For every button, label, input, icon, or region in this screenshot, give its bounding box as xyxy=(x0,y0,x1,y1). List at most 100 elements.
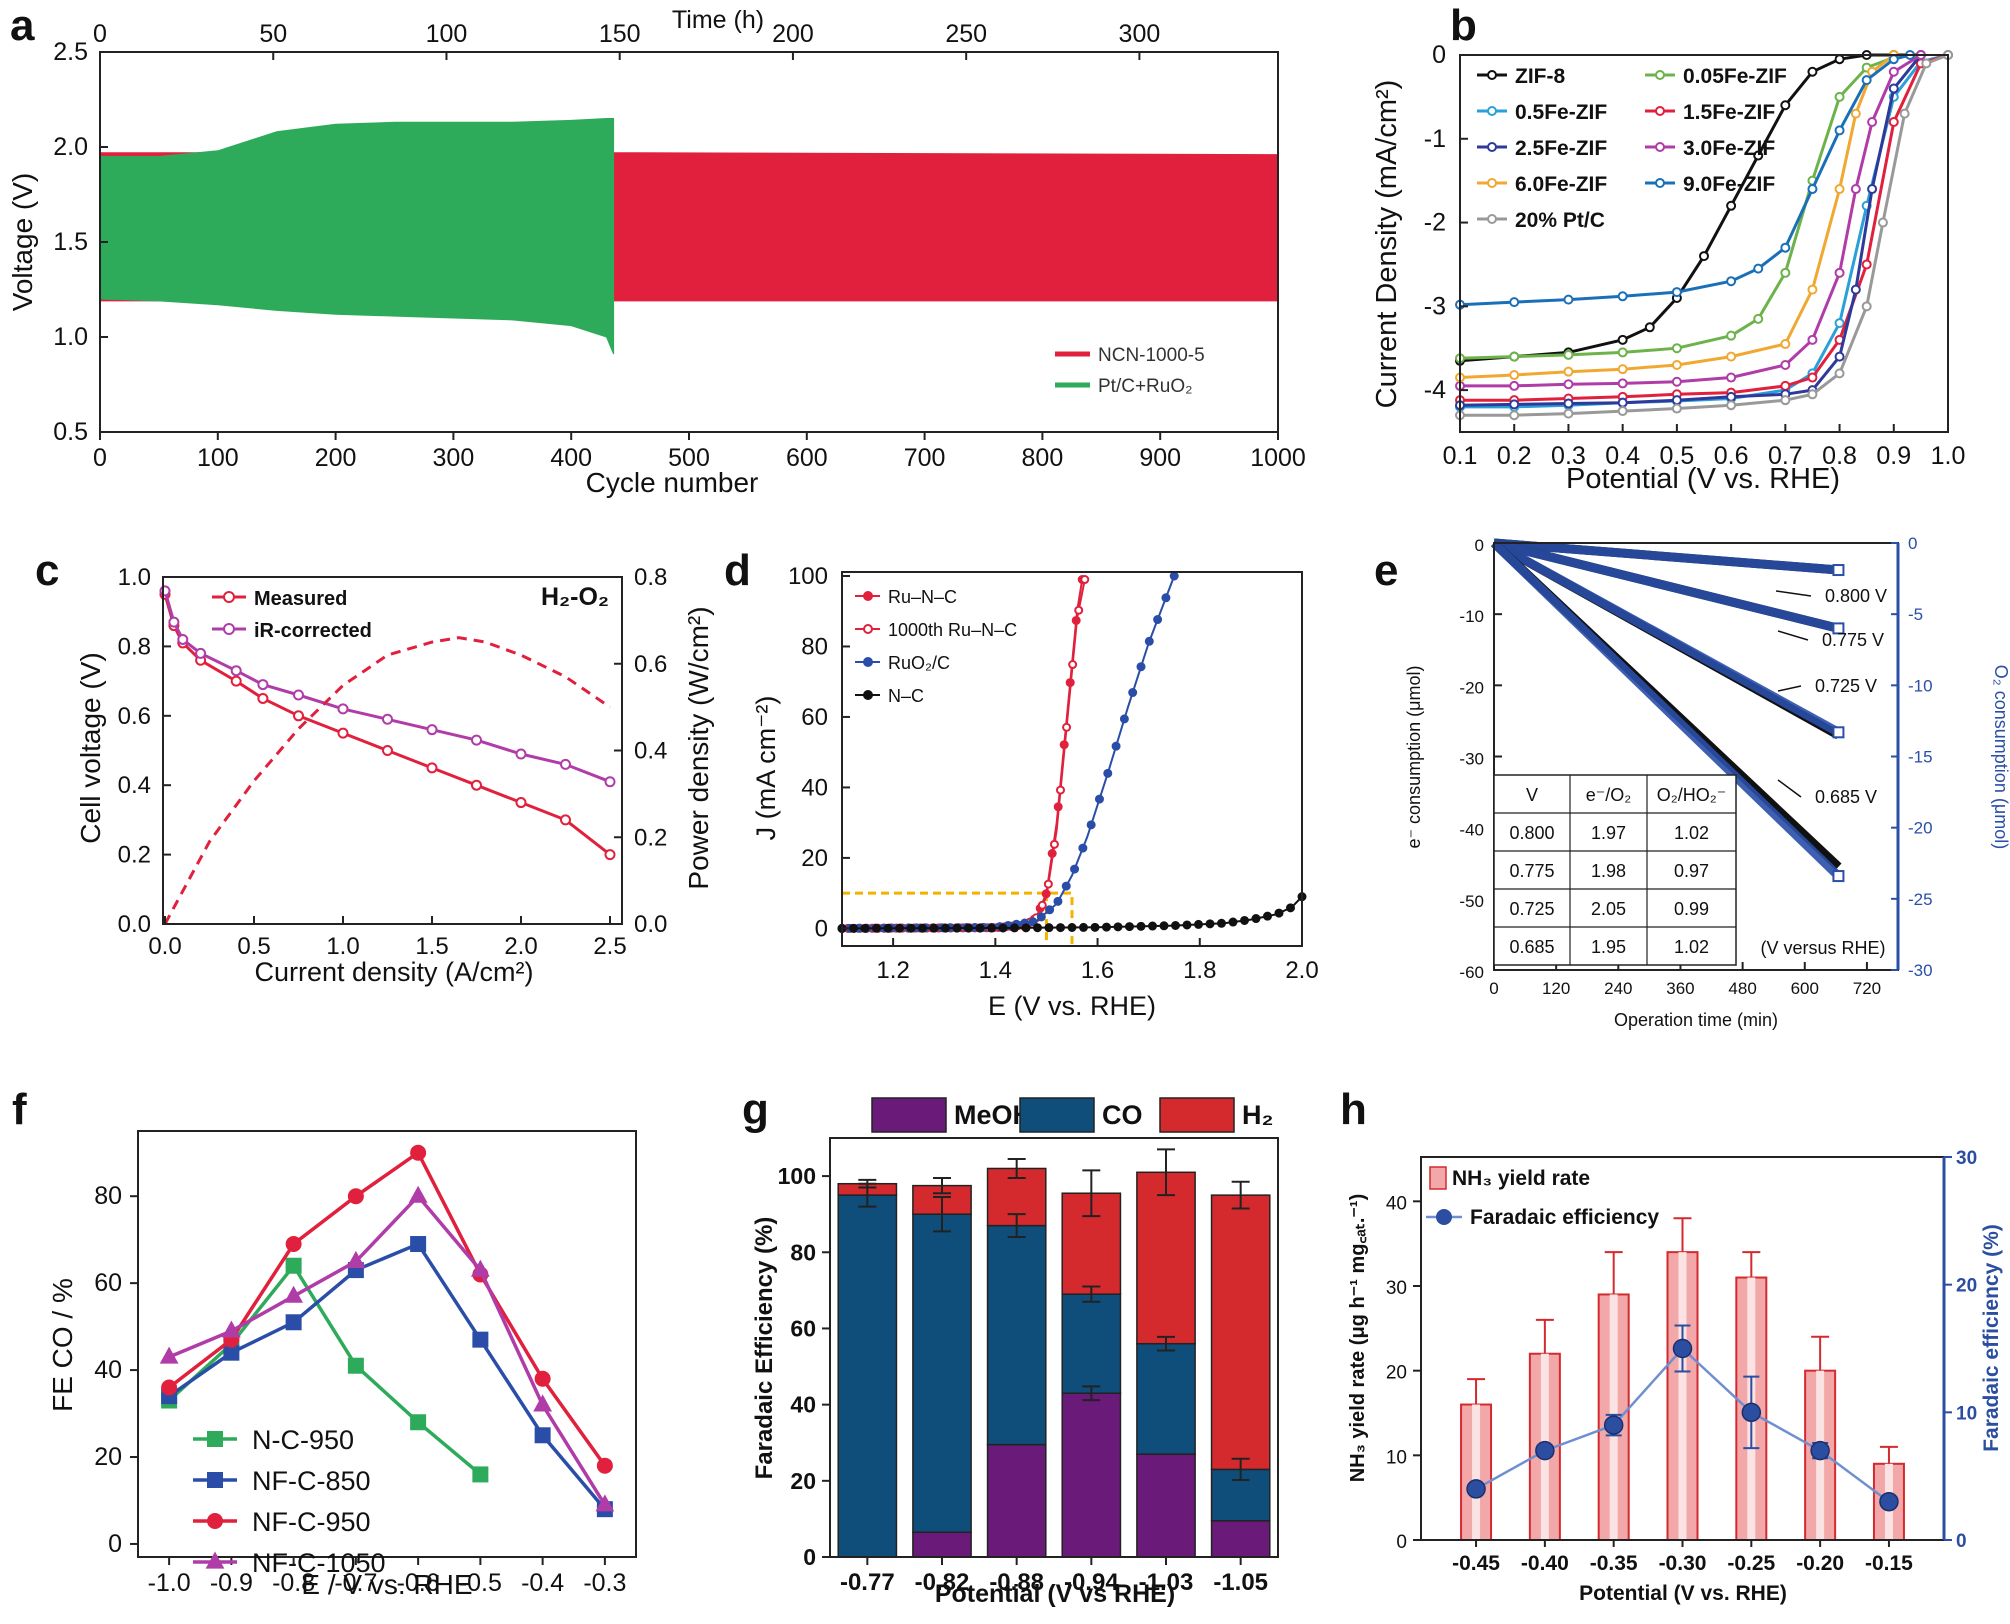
x-tick-label: 2.0 xyxy=(504,933,537,960)
oer-point xyxy=(1111,741,1121,751)
table-cell: 0.685 xyxy=(1509,937,1554,957)
fe-point xyxy=(223,1344,240,1361)
x-axis-title: Operation time (min) xyxy=(1614,1010,1778,1030)
table-note: (V versus RHE) xyxy=(1760,938,1885,958)
oer-point xyxy=(1205,919,1215,929)
oer-point xyxy=(883,923,893,933)
chart-h: -0.45 -0.40 -0.35 -0.30 -0.25 -0.20 -0.15 0 10 20… xyxy=(1347,1148,2003,1605)
x-tick-label: 300 xyxy=(433,444,475,472)
y-tick-label: 0.2 xyxy=(118,842,151,869)
lsv-point xyxy=(1807,334,1818,345)
legend-label: 2.5Fe-ZIF xyxy=(1515,137,1607,160)
x-tick-label: 0.6 xyxy=(1714,442,1749,470)
fe-point xyxy=(595,1494,615,1512)
y-tick-label: 0 xyxy=(815,915,828,942)
x-tick-label: -0.6 xyxy=(397,1569,440,1597)
lsv-point xyxy=(1563,408,1574,419)
chart-b: 0.1 0.2 0.3 0.4 0.5 0.6 0.7 0.8 0.9 1.0 0 -1 -2 -3 -4 P… xyxy=(1371,41,1965,495)
x-tick-label: 1.2 xyxy=(876,957,909,984)
oer-point xyxy=(1102,922,1111,932)
o2-end-marker xyxy=(1832,564,1845,577)
y-tick-label: -10 xyxy=(1459,607,1484,626)
fe-bar-meoh xyxy=(1136,1453,1196,1558)
lsv-point xyxy=(1834,91,1845,102)
x-axis-title: E / V vs. RHE xyxy=(301,1569,472,1600)
fe-bar-co xyxy=(1061,1293,1122,1394)
legend-marker xyxy=(863,690,873,700)
y-tick-label: 60 xyxy=(94,1269,122,1297)
y2-tick-label: -10 xyxy=(1908,676,1933,695)
lsv-point xyxy=(1617,378,1628,389)
x2-tick-label: 150 xyxy=(599,20,641,48)
o2-trace-1 xyxy=(1492,538,1840,633)
legend-marker xyxy=(1487,70,1497,80)
lsv-point xyxy=(1509,399,1520,410)
y-tick-label: 2.5 xyxy=(53,38,88,66)
x-tick-label: 1.8 xyxy=(1183,957,1216,984)
polarization-point xyxy=(257,679,269,691)
oer-point xyxy=(1169,571,1179,581)
x-tick-label: -0.88 xyxy=(989,1569,1044,1596)
legend-label: iR-corrected xyxy=(254,620,372,642)
lsv-point xyxy=(1780,100,1791,111)
oer-point xyxy=(1263,911,1272,921)
legend-marker xyxy=(223,591,235,603)
oer-point xyxy=(1194,919,1203,929)
y-tick-label: 0 xyxy=(108,1530,122,1558)
oer-point xyxy=(1010,923,1019,933)
x-tick-label: -1.0 xyxy=(148,1569,191,1597)
y-tick-label: 0 xyxy=(1432,41,1446,69)
x-axis-title: Potential (V vs. RHE) xyxy=(1566,463,1840,495)
lsv-point xyxy=(1726,330,1737,341)
oer-point xyxy=(964,923,973,933)
legend-label: ZIF-8 xyxy=(1515,65,1565,88)
y-tick-label: 1.0 xyxy=(118,564,151,591)
trace-label: 0.725 V xyxy=(1815,676,1877,696)
panel-letter-g: g xyxy=(742,1085,769,1134)
y-tick-label: 20 xyxy=(801,845,828,872)
x-tick-label: 1.0 xyxy=(326,933,359,960)
y2-tick-label: 20 xyxy=(1956,1276,1977,1297)
legend-swatch xyxy=(1159,1097,1235,1133)
callout-arrow xyxy=(1777,630,1809,641)
panel-letter-e: e xyxy=(1374,546,1398,595)
y-tick-label: -40 xyxy=(1459,821,1484,840)
oer-point xyxy=(1036,912,1046,922)
oer-point xyxy=(1094,794,1104,804)
oer-point xyxy=(1070,864,1080,874)
lsv-point xyxy=(1867,184,1878,195)
legend-marker xyxy=(205,1551,225,1569)
x-tick-label: 0.2 xyxy=(1497,442,1532,470)
x-tick-label: -0.82 xyxy=(915,1569,970,1596)
y-axis-title: Voltage (V) xyxy=(7,173,38,312)
fe-bar-h xyxy=(1136,1171,1196,1345)
oer-point xyxy=(1228,917,1238,927)
oer-point xyxy=(1044,923,1054,933)
lsv-point xyxy=(1671,287,1682,298)
callout-arrow xyxy=(1777,779,1802,798)
x-tick-label: 1.4 xyxy=(979,957,1012,984)
polarization-point xyxy=(195,647,207,659)
y2-tick-label: 10 xyxy=(1956,1403,1977,1424)
lsv-curve-6 xyxy=(1459,53,1895,379)
legend-label: MeOH xyxy=(954,1100,1032,1130)
lsv-point xyxy=(1867,117,1878,128)
oer-point xyxy=(849,923,858,933)
lsv-point xyxy=(1780,395,1791,406)
y-tick-label: 30 xyxy=(1386,1278,1407,1299)
lsv-point xyxy=(1509,410,1520,421)
polarization-point xyxy=(426,724,438,736)
x-tick-label: 600 xyxy=(1791,979,1819,998)
lsv-point xyxy=(1850,184,1861,195)
table-cell: 1.95 xyxy=(1591,937,1626,957)
x-tick-label: -0.30 xyxy=(1659,1552,1707,1575)
y-tick-label: 20 xyxy=(94,1443,122,1471)
table-cell: 0.725 xyxy=(1509,899,1554,919)
y-tick-label: 0 xyxy=(1475,536,1484,555)
x-tick-label: 240 xyxy=(1604,979,1632,998)
x-tick-label: 2.5 xyxy=(593,933,626,960)
lsv-point xyxy=(1807,284,1818,295)
legend-label: Ru–N–C xyxy=(888,587,957,607)
legend-marker xyxy=(1655,142,1665,152)
y-tick-label: 0.6 xyxy=(118,703,151,730)
